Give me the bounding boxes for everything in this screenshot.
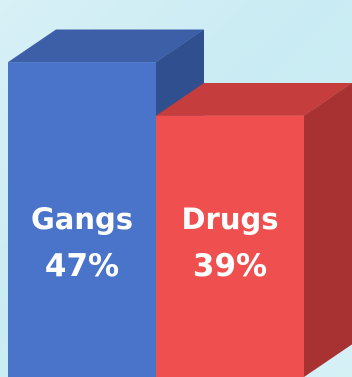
bar-top-gangs xyxy=(8,29,204,63)
bar-side-drugs xyxy=(304,83,352,377)
bar-group-drugs: Drugs 39% xyxy=(156,83,352,377)
bar-front-gangs xyxy=(8,62,156,377)
bar-value-label: 47% xyxy=(45,248,119,284)
bar-front-drugs xyxy=(156,115,304,377)
bar-category-label: Gangs xyxy=(31,202,133,236)
bar-category-label: Drugs xyxy=(181,202,278,236)
bar-value-label: 39% xyxy=(193,248,267,284)
bar-top-drugs xyxy=(156,83,352,116)
